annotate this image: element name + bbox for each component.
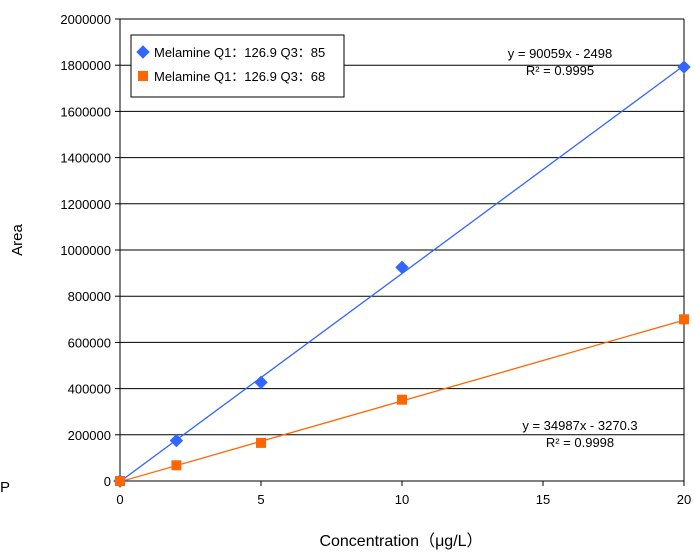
trendline-equation: y = 34987x - 3270.3 [522,418,637,433]
y-tick-label: 1600000 [60,104,111,119]
data-point [115,476,125,486]
data-markers [113,60,691,488]
x-axis-label: Concentration（μg/L） [319,532,482,550]
data-point [171,460,182,471]
y-tick-labels: 0 200000 400000 600000 800000 1000000 1200000 1… [60,12,111,489]
data-point [169,433,184,448]
x-tick-label: 15 [536,492,550,507]
legend-entry: Melamine Q1：126.9 Q3：68 [154,69,325,84]
data-point [254,375,268,390]
y-tick-label: 600000 [68,335,111,350]
y-tick-label: 200000 [68,428,111,443]
y-tick-label: 1200000 [60,197,111,212]
data-point [256,437,266,448]
trendline-equation: y = 90059x - 2498 [508,46,612,61]
legend: Melamine Q1：126.9 Q3：85 Melamine Q1：126.9… [130,34,345,98]
gridlines [120,18,684,436]
y-tick-label: 1400000 [60,151,111,166]
data-point [677,60,691,74]
axes [115,18,685,486]
data-point [397,394,407,405]
x-tick-label: 10 [395,492,409,507]
legend-marker [136,45,150,59]
r-squared: R² = 0.9998 [546,435,614,450]
y-tick-label: 1800000 [60,58,111,73]
y-axis-label: Area [9,224,26,256]
y-tick-label: 800000 [68,289,111,304]
data-point [679,314,689,325]
y-tick-label: 1000000 [60,243,111,258]
y-tick-label: 0 [104,474,111,489]
data-point [395,260,409,275]
trendline-equations: y = 90059x - 2498 R² = 0.9995 y = 34987x -… [508,46,638,450]
legend-box [130,34,345,98]
legend-marker [138,71,148,81]
stray-mark: P [0,479,10,496]
y-tick-label: 2000000 [60,12,111,27]
x-tick-label: 20 [677,492,691,507]
x-tick-labels: 0 5 10 15 20 [116,492,691,507]
x-tick-label: 0 [116,492,123,507]
legend-entry: Melamine Q1：126.9 Q3：85 [154,45,325,60]
y-tick-label: 400000 [68,382,111,397]
x-tick-label: 5 [257,492,264,507]
r-squared: R² = 0.9995 [526,63,594,78]
